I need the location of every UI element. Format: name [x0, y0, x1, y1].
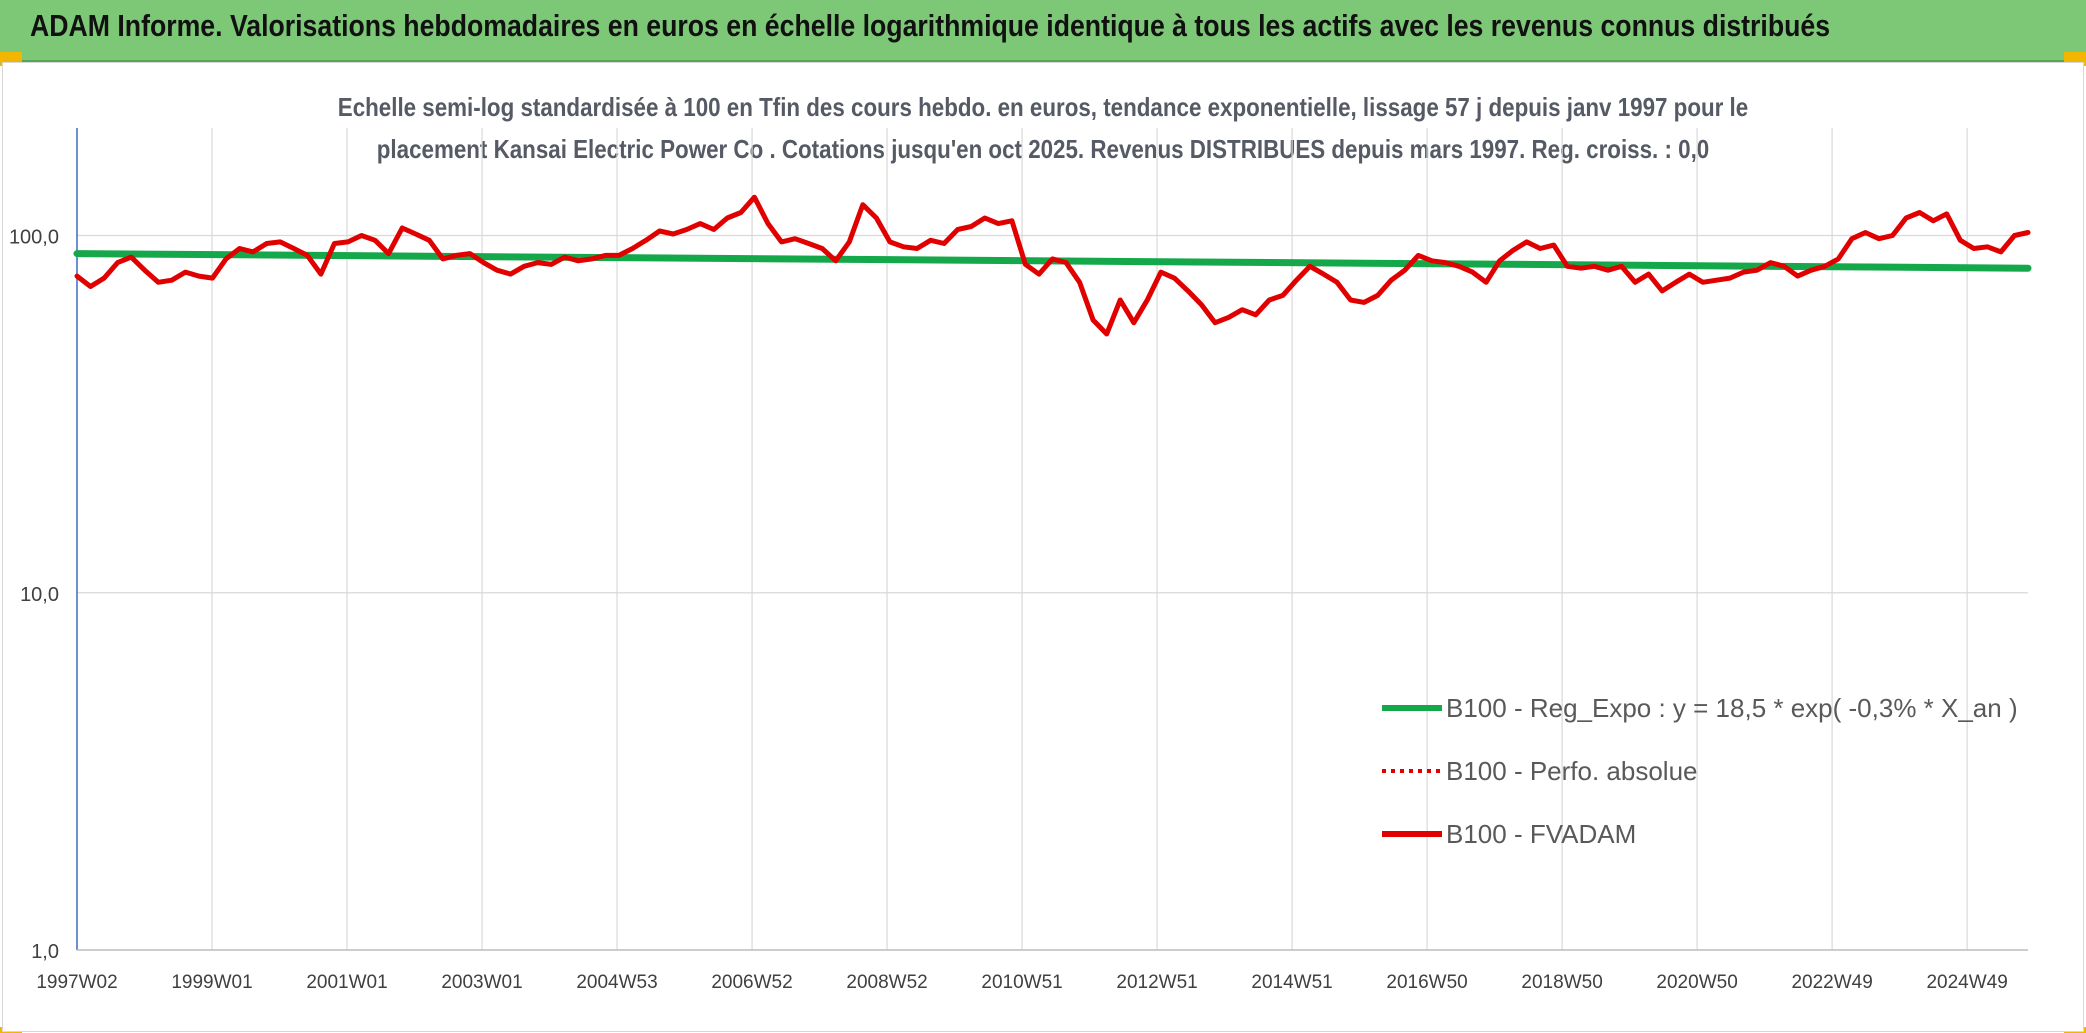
- series-line-fvadam: [74, 194, 2031, 337]
- x-tick-label: 1999W01: [171, 972, 252, 993]
- x-tick-label: 2014W51: [1251, 972, 1332, 993]
- legend-label: B100 - FVADAM: [1446, 819, 1636, 849]
- grid-lines: [76, 128, 2028, 951]
- x-tick-label: 2024W49: [1926, 972, 2007, 993]
- x-tick-label: 2020W50: [1656, 972, 1737, 993]
- x-axis: 1997W02 1999W01 2001W01 2003W01 2004W53 2006W…: [36, 949, 2028, 993]
- chart-area: [2, 62, 2084, 1032]
- chart-title: Echelle semi-log standardisée à 100 en T…: [337, 92, 1749, 122]
- banner-title: ADAM Informe. Valorisations hebdomadaire…: [30, 8, 1831, 43]
- x-tick-label: 2012W51: [1116, 972, 1197, 993]
- chart-title-block: Echelle semi-log standardisée à 100 en T…: [0, 86, 2086, 170]
- x-tick-label: 2003W01: [441, 972, 522, 993]
- y-tick-label: 1,0: [31, 941, 59, 963]
- legend-label: B100 - Reg_Expo : y = 18,5 * exp( -0,3% …: [1446, 693, 2018, 723]
- x-tick-label: 2018W50: [1521, 972, 1602, 993]
- report-banner: ADAM Informe. Valorisations hebdomadaire…: [0, 0, 2086, 63]
- x-tick-label: 2008W52: [846, 972, 927, 993]
- legend-label: B100 - Perfo. absolue: [1446, 756, 1698, 786]
- x-tick-label: 2004W53: [576, 972, 657, 993]
- y-tick-label: 100,0: [9, 227, 59, 249]
- chart-subtitle: placement Kansai Electric Power Co . Cot…: [376, 134, 1710, 164]
- x-tick-label: 2010W51: [981, 972, 1062, 993]
- series-layer: [73, 194, 2032, 337]
- x-tick-label: 2001W01: [306, 972, 387, 993]
- x-tick-label: 2022W49: [1791, 972, 1872, 993]
- legend: B100 - Reg_Expo : y = 18,5 * exp( -0,3% …: [1382, 693, 2018, 849]
- x-tick-label: 2016W50: [1386, 972, 1467, 993]
- y-axis: 1,0 10,0 100,0: [9, 128, 78, 963]
- y-tick-label: 10,0: [20, 584, 59, 606]
- x-tick-label: 2006W52: [711, 972, 792, 993]
- x-tick-label: 1997W02: [36, 972, 117, 993]
